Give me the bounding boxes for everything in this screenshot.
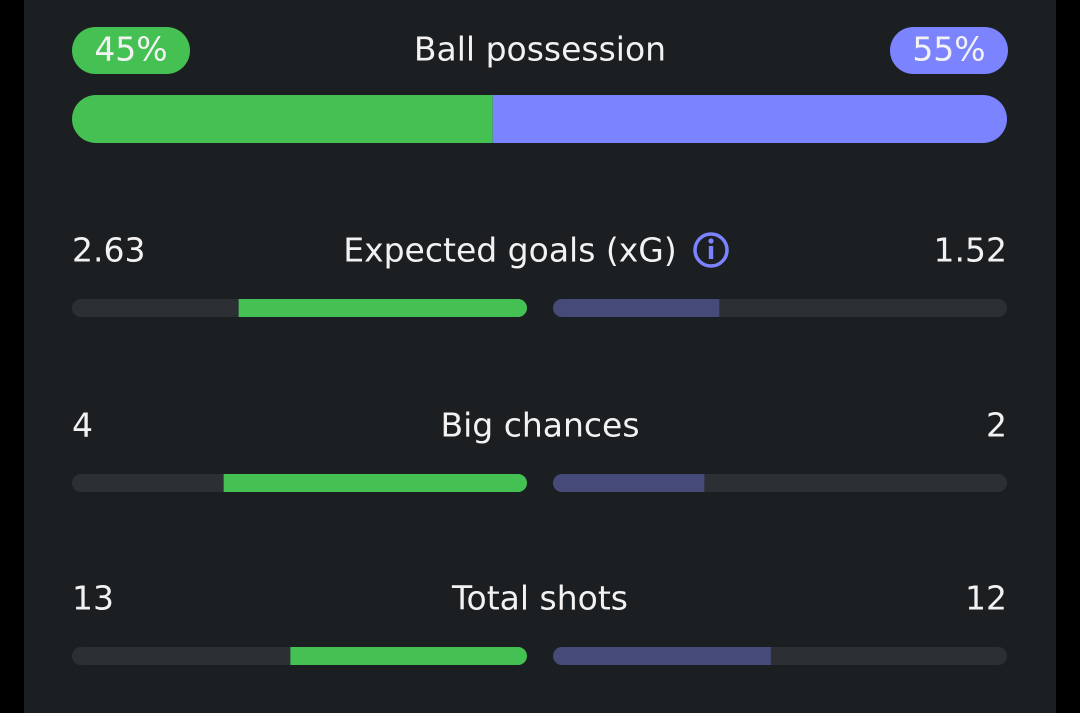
- away-pill: [890, 27, 1008, 74]
- home-value: 45%: [94, 30, 167, 69]
- info-icon[interactable]: [693, 232, 729, 268]
- home-pill: [72, 27, 190, 74]
- home-bar: [238, 299, 527, 317]
- info-icon-circle: [693, 232, 729, 268]
- home-bar: [223, 474, 527, 492]
- away-value: 1.52: [934, 231, 1007, 270]
- stat-label: Expected goals (xG): [343, 231, 677, 270]
- away-value: 55%: [912, 30, 985, 69]
- home-value: 2.63: [72, 231, 145, 270]
- stat-label: Total shots: [451, 579, 628, 618]
- home-track: [72, 299, 527, 317]
- away-value: 12: [965, 579, 1007, 618]
- away-value: 2: [986, 406, 1007, 445]
- home-bar: [290, 647, 527, 665]
- away-bar: [553, 299, 720, 317]
- away-bar: [553, 474, 705, 492]
- away-bar: [492, 95, 1007, 143]
- home-track: [72, 474, 527, 492]
- home-value: 4: [72, 406, 93, 445]
- away-bar: [553, 647, 771, 665]
- info-icon-stem: [708, 246, 714, 259]
- stat-label: Big chances: [440, 406, 639, 445]
- away-track: [553, 474, 1007, 492]
- stat-label: Ball possession: [414, 30, 666, 69]
- home-bar: [72, 95, 493, 143]
- home-value: 13: [72, 579, 114, 618]
- away-track: [553, 647, 1007, 665]
- home-track: [72, 647, 527, 665]
- possession-bar: [72, 95, 1007, 143]
- away-track: [553, 299, 1007, 317]
- info-icon-dot: [708, 238, 714, 244]
